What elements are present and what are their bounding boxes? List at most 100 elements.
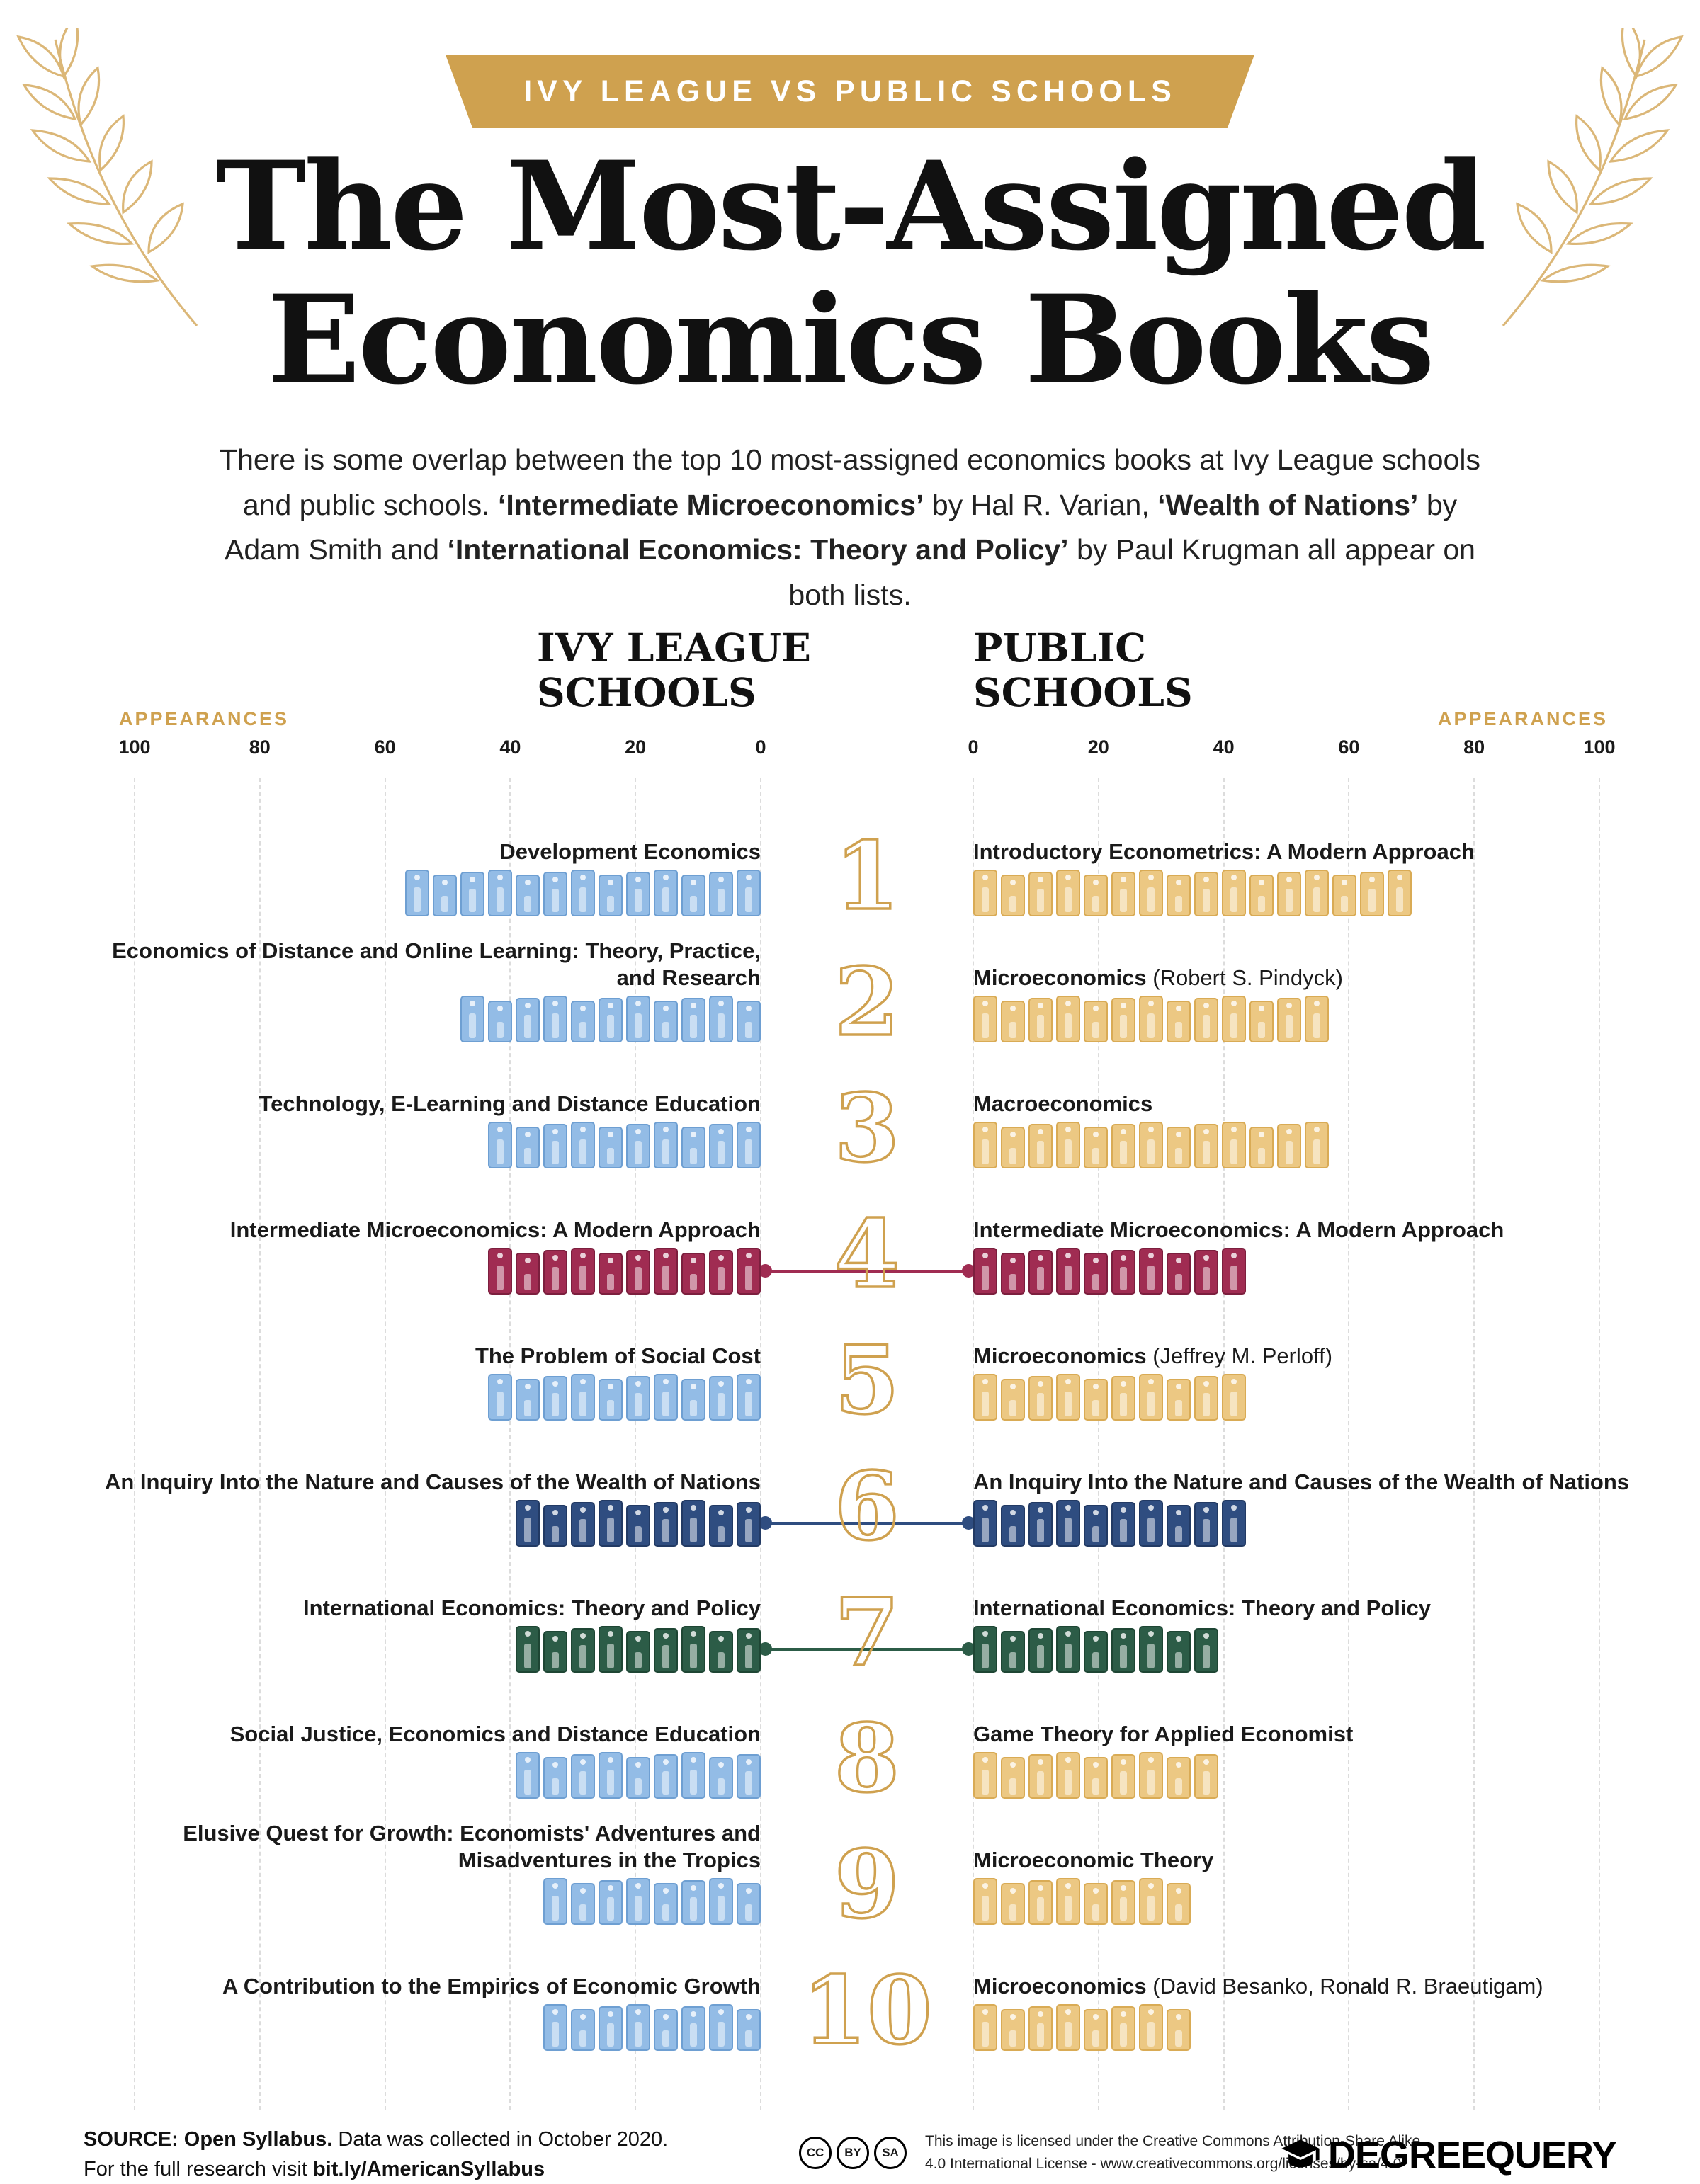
chart-row-rank-8: Social Justice, Economics and Distance E… [0,1683,1700,1809]
book-spine-icon [543,996,567,1042]
book-spine-icon [737,1374,761,1421]
book-spine-icon [1167,1757,1191,1799]
book-spine-icon [654,1883,678,1925]
axis-tick: 60 [1338,736,1360,758]
ivy-bar-rank-1 [405,870,761,916]
book-spine-icon [516,1379,540,1421]
book-spine-icon [709,996,733,1042]
book-spine-icon [737,1001,761,1042]
book-spine-icon [1139,1500,1163,1547]
rank-number: 9 [833,1830,900,1940]
axis-tick: 20 [625,736,647,758]
book-spine-icon [1139,1752,1163,1799]
book-spine-icon [1001,1631,1025,1673]
book-spine-icon [1194,1376,1218,1421]
book-spine-icon [973,870,997,916]
book-spine-icon [654,1122,678,1168]
public-book-title-rank-10: Microeconomics (David Besanko, Ronald R.… [973,1974,1543,1999]
book-spine-icon [1056,2004,1080,2051]
cc-by-icon: BY [837,2136,869,2169]
ivy-bar-rank-6 [516,1500,761,1547]
book-spine-icon [681,1253,706,1295]
book-spine-icon [543,1376,567,1421]
book-spine-icon [681,1752,706,1799]
book-spine-icon [1111,1250,1135,1295]
book-spine-icon [654,1248,678,1295]
book-spine-icon [973,1248,997,1295]
book-spine-icon [681,1500,706,1547]
book-spine-icon [543,1631,567,1673]
book-spine-icon [709,1631,733,1673]
chart-row-rank-3: Technology, E-Learning and Distance Educ… [0,1052,1700,1178]
shared-book-connector-rank-4 [759,1264,975,1278]
book-spine-icon [1084,1253,1108,1295]
book-spine-icon [626,1878,650,1925]
book-spine-icon [1167,875,1191,916]
book-spine-icon [1056,1752,1080,1799]
laurel-right-icon [1502,28,1684,327]
book-spine-icon [681,1880,706,1925]
book-spine-icon [1111,1628,1135,1673]
book-spine-icon [1139,1122,1163,1168]
intro-text: There is some overlap between the top 10… [220,443,1480,611]
gridline [1473,778,1475,2110]
book-spine-icon [973,996,997,1042]
book-spine-icon [1111,1754,1135,1799]
book-spine-icon [709,1124,733,1168]
banner-ribbon: IVY LEAGUE VS PUBLIC SCHOOLS [446,55,1254,128]
book-spine-icon [709,1376,733,1421]
book-spine-icon [460,872,484,916]
book-spine-icon [1084,1001,1108,1042]
rank-number: 7 [833,1578,900,1688]
book-spine-icon [1250,1001,1274,1042]
public-bar-rank-4 [973,1248,1246,1295]
axis-tick: 0 [755,736,766,758]
book-spine-icon [599,1880,623,1925]
book-spine-icon [1056,1248,1080,1295]
ivy-bar-rank-10 [543,2004,761,2051]
rank-number: 2 [833,948,900,1057]
chart-row-rank-7: International Economics: Theory and Poli… [0,1557,1700,1683]
book-spine-icon [571,1502,595,1547]
book-spine-icon [1139,996,1163,1042]
book-spine-icon [1001,1757,1025,1799]
book-spine-icon [599,1500,623,1547]
book-spine-icon [1056,1122,1080,1168]
public-book-title-rank-4: Intermediate Microeconomics: A Modern Ap… [973,1217,1504,1243]
book-spine-icon [543,1757,567,1799]
book-spine-icon [1139,1878,1163,1925]
book-spine-icon [1167,2009,1191,2051]
book-spine-icon [737,1248,761,1295]
book-spine-icon [1222,1248,1246,1295]
public-bar-rank-1 [973,870,1412,916]
book-spine-icon [1167,1253,1191,1295]
cc-sa-icon: SA [874,2136,907,2169]
axis-tick: 20 [1087,736,1109,758]
cc-icon: CC [799,2136,832,2169]
book-spine-icon [543,2004,567,2051]
book-spine-icon [1139,2004,1163,2051]
book-spine-icon [1111,998,1135,1042]
page-title-line1: The Most-Assigned [215,134,1487,278]
book-spine-icon [488,1122,512,1168]
book-spine-icon [1277,998,1301,1042]
book-spine-icon [681,875,706,916]
book-spine-icon [1332,875,1356,916]
book-spine-icon [626,1631,650,1673]
book-spine-icon [1111,2006,1135,2051]
book-spine-icon [681,2006,706,2051]
book-spine-icon [1028,1628,1053,1673]
book-spine-icon [1111,872,1135,916]
book-spine-icon [1139,1374,1163,1421]
book-spine-icon [599,1253,623,1295]
gridline [760,778,761,2110]
book-spine-icon [1028,1502,1053,1547]
book-spine-icon [709,2004,733,2051]
book-spine-icon [516,1626,540,1673]
book-spine-icon [681,1379,706,1421]
book-spine-icon [1222,870,1246,916]
axis-tick: 80 [1463,736,1485,758]
book-spine-icon [571,1628,595,1673]
book-spine-icon [488,870,512,916]
book-spine-icon [1305,996,1329,1042]
